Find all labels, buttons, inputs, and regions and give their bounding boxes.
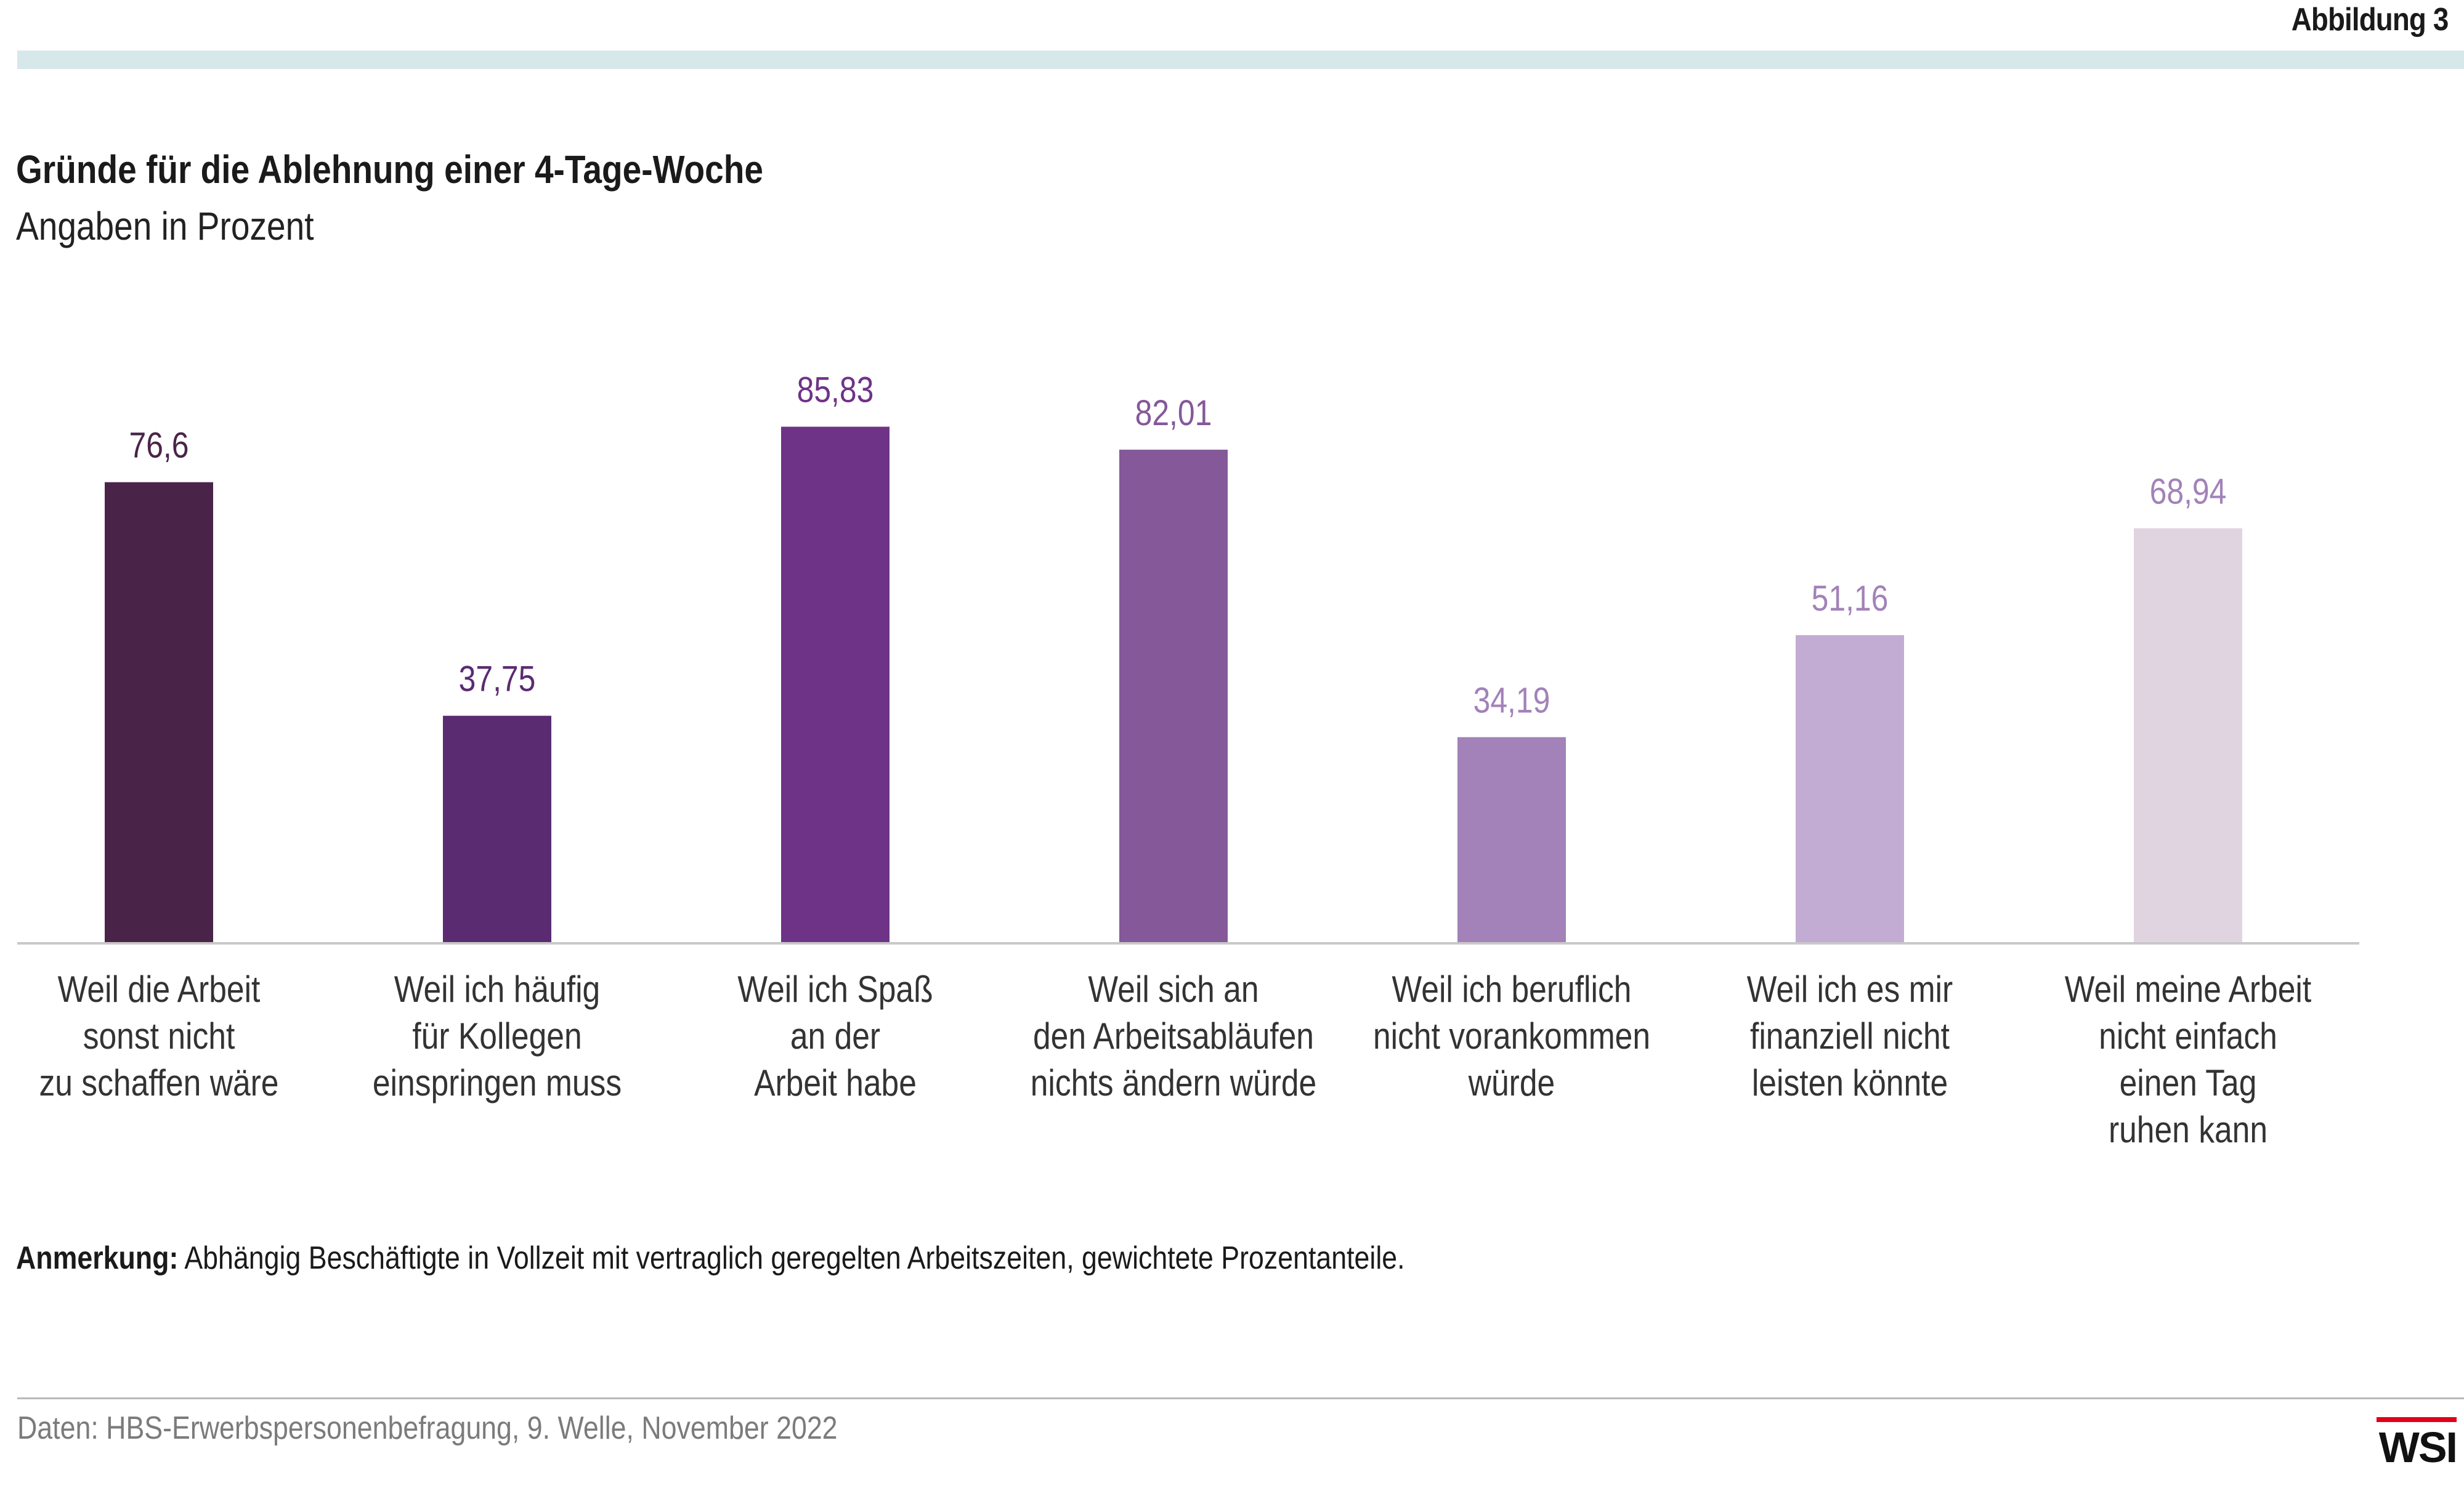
category-label-3: Weil ich Spaß an der Arbeit habe (737, 968, 933, 1104)
category-label-line: nichts ändern würde (1031, 1062, 1317, 1104)
category-label-line: würde (1468, 1062, 1555, 1104)
bar-4 (1119, 449, 1228, 943)
note-text: Abhängig Beschäftigte in Vollzeit mit ve… (178, 1240, 1405, 1276)
category-label-line: Weil meine Arbeit (2065, 968, 2312, 1010)
category-label-line: leisten könnte (1752, 1062, 1948, 1104)
category-label-7: Weil meine Arbeit nicht einfach einen Tag r… (2065, 968, 2312, 1150)
category-label-line: nicht einfach (2099, 1015, 2277, 1057)
chart-subtitle: Angaben in Prozent (16, 204, 314, 248)
category-label-line: Weil ich häufig (394, 968, 601, 1010)
bar-2 (443, 715, 551, 943)
category-labels-group: Weil die Arbeit sonst nicht zu schaffen wä… (39, 968, 2311, 1150)
category-label-line: finanziell nicht (1750, 1015, 1950, 1057)
category-label-1: Weil die Arbeit sonst nicht zu schaffen wä… (39, 968, 278, 1104)
category-label-4: Weil sich an den Arbeitsabläufen nichts än… (1031, 968, 1317, 1104)
category-label-line: Weil sich an (1088, 968, 1258, 1010)
bar-1 (105, 482, 213, 943)
bar-7 (2134, 528, 2242, 943)
category-label-line: für Kollegen (412, 1015, 582, 1057)
value-labels-group: 76,6 37,75 85,83 82,01 34,19 51,16 68,94 (129, 370, 2226, 720)
value-label-6: 51,16 (1812, 579, 1889, 618)
category-label-line: einen Tag (2120, 1062, 2257, 1104)
value-label-1: 76,6 (129, 426, 188, 465)
wsi-logo: WSI (2377, 1417, 2458, 1478)
value-label-4: 82,01 (1135, 393, 1212, 433)
category-label-2: Weil ich häufig für Kollegen einspringen m… (373, 968, 622, 1104)
chart-note: Anmerkung: Abhängig Beschäftigte in Voll… (16, 1240, 1405, 1277)
category-label-line: Weil ich Spaß (737, 968, 933, 1010)
bar-5 (1457, 737, 1566, 943)
category-label-line: zu schaffen wäre (39, 1062, 278, 1104)
value-label-7: 68,94 (2150, 472, 2227, 511)
value-label-2: 37,75 (459, 659, 536, 699)
category-label-line: einspringen muss (373, 1062, 622, 1104)
top-rule (17, 51, 2464, 69)
bar-3 (781, 426, 890, 943)
value-label-5: 34,19 (1473, 681, 1550, 720)
category-label-line: den Arbeitsabläufen (1033, 1015, 1314, 1057)
category-label-5: Weil ich beruflich nicht vorankommen würde (1373, 968, 1650, 1104)
category-label-line: Weil die Arbeit (58, 968, 261, 1010)
category-label-6: Weil ich es mir finanziell nicht leisten k… (1747, 968, 1953, 1104)
chart-title: Gründe für die Ablehnung einer 4-Tage-Wo… (16, 147, 764, 192)
bar-chart: 76,6 37,75 85,83 82,01 34,19 51,16 68,94 Weil … (17, 370, 2359, 1150)
note-label: Anmerkung: (16, 1240, 179, 1276)
category-label-line: Arbeit habe (754, 1062, 917, 1104)
category-label-line: sonst nicht (83, 1015, 235, 1057)
bottom-rule (17, 1397, 2464, 1399)
data-source: Daten: HBS-Erwerbspersonenbefragung, 9. … (17, 1410, 838, 1446)
logo-text: WSI (2378, 1423, 2458, 1471)
category-label-line: an der (790, 1015, 880, 1057)
bar-6 (1796, 635, 1904, 943)
bars-group (105, 426, 2242, 943)
category-label-line: ruhen kann (2109, 1108, 2267, 1150)
value-label-3: 85,83 (797, 370, 874, 410)
figure-label: Abbildung 3 (2291, 2, 2449, 38)
category-label-line: Weil ich beruflich (1392, 968, 1632, 1010)
category-label-line: nicht vorankommen (1373, 1015, 1650, 1057)
category-label-line: Weil ich es mir (1747, 968, 1953, 1010)
